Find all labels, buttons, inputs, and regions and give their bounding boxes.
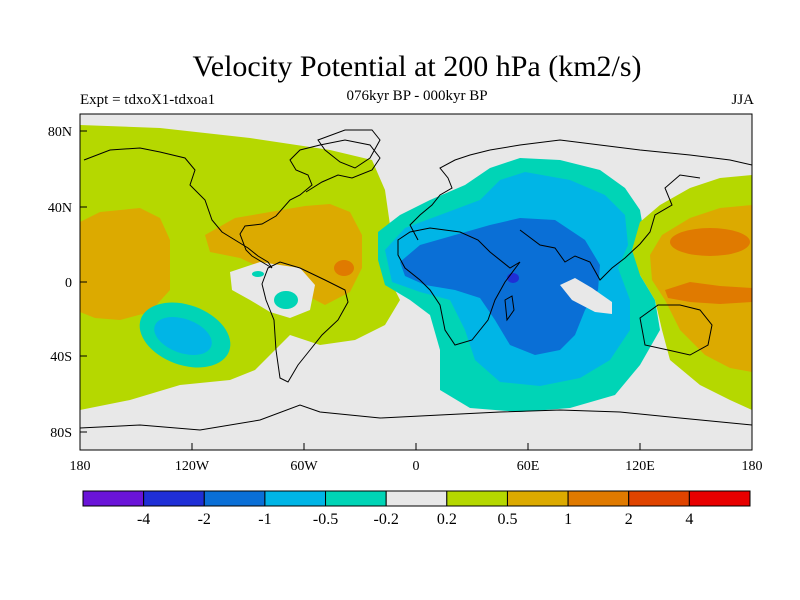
lat-axis [80, 130, 87, 433]
colorbar-label: 1 [564, 511, 572, 528]
region-southamerica-negative [274, 291, 298, 309]
colorbar-label: 2 [625, 511, 633, 528]
lon-tick-label: 0 [413, 459, 420, 474]
lon-tick-label: 60W [290, 459, 318, 474]
region-pacific-orange-west [80, 208, 170, 320]
coast-australia [639, 304, 713, 356]
colorbar-swatch [628, 490, 690, 507]
colorbar-swatch [325, 490, 387, 507]
lon-tick-label: 60E [517, 459, 540, 474]
colorbar-swatch [446, 490, 508, 507]
coast-africa [397, 227, 521, 346]
colorbar-swatch [264, 490, 327, 507]
colorbar-label: -4 [137, 511, 150, 528]
colorbar-label: 0.5 [497, 511, 517, 528]
colorbar-label: -2 [198, 511, 211, 528]
chart-title: Velocity Potential at 200 hPa (km2/s) [192, 50, 642, 83]
coast-antarctica [80, 404, 752, 431]
region-southpac-negative-inner [154, 317, 212, 355]
colorbar-swatch [143, 490, 205, 507]
region-atlantic-peak [334, 260, 354, 276]
chart-subtitle: 076kyr BP - 000kyr BP [346, 88, 488, 104]
lon-axis [79, 443, 753, 450]
region-indian-negative-peak [507, 273, 519, 283]
coast-greenland [317, 129, 381, 169]
colorbar-label: 4 [685, 511, 693, 528]
region-indian-negative-inner [400, 218, 600, 355]
colorbar-label: 0.2 [437, 511, 457, 528]
region-westpac-peak-north [670, 228, 750, 256]
colorbar-swatch [506, 490, 569, 507]
colorbar-swatch [385, 490, 448, 507]
region-indian-neutral-hole [560, 278, 612, 314]
lon-tick-label: 120W [175, 459, 210, 474]
coast-north-america [83, 139, 381, 269]
lat-tick-label: 80N [48, 125, 72, 140]
lat-tick-label: 0 [65, 276, 72, 291]
velocity-potential-field [80, 114, 752, 450]
colorbar-label: -0.2 [374, 511, 399, 528]
season-label: JJA [731, 92, 754, 108]
colorbar-swatch [688, 490, 751, 507]
lon-tick-label: 180 [70, 459, 91, 474]
coast-asia [489, 139, 752, 281]
region-atlantic-orange [205, 204, 362, 305]
region-eastpac-small-negative [252, 271, 264, 277]
region-westpac-peak-south [665, 282, 752, 304]
colorbar-swatch [567, 490, 630, 507]
experiment-label: Expt = tdxoX1-tdxoa1 [80, 92, 216, 108]
lat-tick-label: 40N [48, 201, 72, 216]
lon-tick-label: 120E [625, 459, 655, 474]
lat-tick-label: 40S [50, 350, 72, 365]
colorbar: -4 -2 -1 -0.5 -0.2 0.2 0.5 1 2 4 [82, 490, 751, 528]
coastlines [80, 129, 752, 431]
colorbar-swatch [203, 490, 266, 507]
coast-south-america [261, 261, 349, 383]
lat-tick-label: 80S [50, 426, 72, 441]
lon-tick-label: 180 [742, 459, 763, 474]
colorbar-swatch [82, 490, 145, 507]
coast-europe [409, 149, 491, 241]
colorbar-label: -1 [258, 511, 271, 528]
colorbar-label: -0.5 [313, 511, 338, 528]
coast-madagascar [504, 295, 515, 322]
